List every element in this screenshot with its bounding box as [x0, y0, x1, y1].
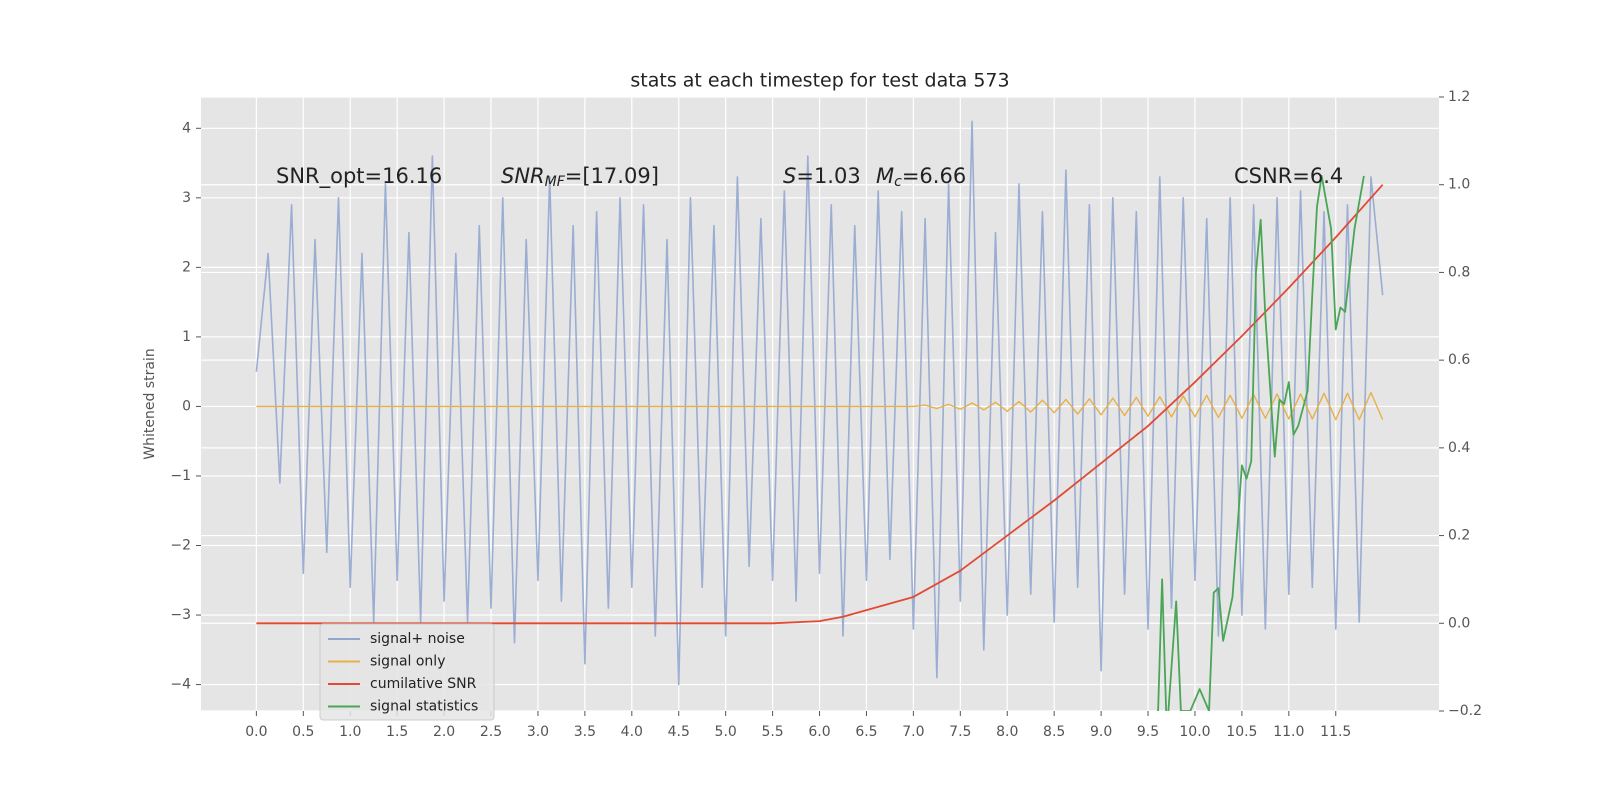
x-tick-label: 1.0	[339, 724, 361, 740]
plot-area	[255, 120, 1384, 711]
series-line	[256, 391, 1384, 421]
x-tick-label: 4.5	[668, 724, 690, 740]
annotation-subscript: MF	[545, 174, 566, 190]
annotation: S=1.03	[783, 164, 861, 188]
chart-title: stats at each timestep for test data 573	[630, 70, 1009, 92]
y-tick-label: 4	[182, 120, 191, 136]
y2-tick-label: −0.2	[1448, 703, 1482, 719]
annotation-text: SNR	[501, 164, 545, 188]
x-tick-label: 3.0	[527, 724, 549, 740]
y2-tick-label: 1.0	[1448, 177, 1470, 193]
x-tick-label: 11.0	[1273, 724, 1304, 740]
y2-tick-label: 0.6	[1448, 352, 1470, 368]
y-tick-label: 2	[182, 259, 191, 275]
x-tick-label: 8.5	[1043, 724, 1065, 740]
x-tick-label: 1.5	[386, 724, 408, 740]
y2-tick-label: 0.2	[1448, 528, 1470, 544]
legend-label: signal only	[370, 654, 445, 670]
legend-label: cumilative SNR	[370, 676, 477, 692]
x-tick-label: 5.5	[761, 724, 783, 740]
x-tick-label: 5.0	[715, 724, 737, 740]
annotation: SNRMF=[17.09]	[501, 164, 659, 190]
annotation-subscript: c	[894, 174, 902, 190]
x-tick-label: 4.0	[621, 724, 643, 740]
annotation: CSNR=6.4	[1234, 164, 1343, 188]
y-tick-label: −4	[170, 677, 191, 693]
x-tick-label: 11.5	[1320, 724, 1351, 740]
annotation-text: =6.66	[902, 164, 966, 188]
x-tick-label: 0.0	[245, 724, 267, 740]
legend-box	[319, 623, 495, 721]
x-tick-label: 10.5	[1226, 724, 1257, 740]
y-tick-label: −1	[170, 468, 191, 484]
y-tick-label: −2	[170, 538, 191, 554]
x-tick-label: 7.5	[949, 724, 971, 740]
annotation-text: M	[876, 164, 894, 188]
legend-label: signal+ noise	[370, 631, 465, 647]
x-tick-label: 10.0	[1179, 724, 1210, 740]
x-tick-label: 6.0	[808, 724, 830, 740]
y-axis-label: Whitened strain	[142, 348, 158, 459]
y-tick-label: −3	[170, 607, 191, 623]
y-tick-label: 3	[182, 190, 191, 206]
x-tick-label: 7.0	[902, 724, 924, 740]
x-tick-label: 2.0	[433, 724, 455, 740]
annotation: Mc=6.66	[876, 164, 966, 190]
y2-tick-label: 1.2	[1448, 89, 1470, 105]
legend: signal+ noise signal only cumilative SNR si…	[319, 623, 495, 721]
series-line	[255, 120, 1384, 686]
y2-tick-label: 0.4	[1448, 440, 1470, 456]
y2-tick-label: 0.0	[1448, 615, 1470, 631]
annotation-text: S	[783, 164, 796, 188]
annotation-text: =[17.09]	[565, 164, 659, 188]
x-tick-label: 9.0	[1090, 724, 1112, 740]
x-tick-label: 3.5	[574, 724, 596, 740]
annotation-text: CSNR=6.4	[1234, 164, 1343, 188]
y-tick-label: 0	[182, 398, 191, 414]
series-line	[1157, 175, 1365, 711]
annotation-text: =1.03	[796, 164, 860, 188]
x-tick-label: 6.5	[855, 724, 877, 740]
x-tick-label: 0.5	[292, 724, 314, 740]
x-tick-label: 9.5	[1137, 724, 1159, 740]
annotation: SNR_opt=16.16	[276, 164, 442, 189]
legend-label: signal statistics	[370, 699, 478, 715]
y-tick-label: 1	[182, 329, 191, 345]
annotation-text: SNR_opt=16.16	[276, 164, 442, 189]
x-tick-label: 2.5	[480, 724, 502, 740]
y2-tick-label: 0.8	[1448, 264, 1470, 280]
axes: 0.0 0.5 1.0 1.5 2.0 2.5 3.0 3.5 4.0 4.5 5.0 5.5 6.0 6…	[170, 89, 1482, 740]
x-tick-label: 8.0	[996, 724, 1018, 740]
